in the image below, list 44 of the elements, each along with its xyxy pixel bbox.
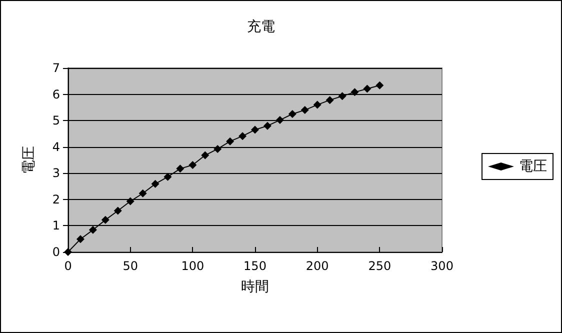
x-tick-label: 150: [244, 259, 266, 273]
point: [76, 235, 84, 244]
y-tick-label: 6: [52, 87, 60, 102]
point: [88, 226, 97, 234]
point: [263, 122, 272, 130]
point: [251, 126, 259, 134]
point: [101, 216, 110, 224]
x-tick-label: 50: [122, 259, 138, 273]
point: [300, 106, 309, 114]
point: [214, 144, 222, 153]
x-tick-label: 100: [181, 259, 204, 273]
y-tick-label: 5: [52, 114, 60, 128]
point: [363, 84, 372, 93]
point: [350, 88, 359, 96]
point: [313, 100, 322, 109]
chart-title: 充電: [247, 19, 275, 35]
legend-label: 電圧: [519, 158, 547, 174]
x-tick-label: 300: [430, 259, 454, 273]
y-tick-label: 7: [52, 61, 60, 75]
y-axis-title: 電圧: [21, 146, 37, 174]
point: [126, 197, 134, 206]
point: [164, 172, 172, 181]
point: [226, 137, 234, 146]
point: [151, 180, 160, 188]
x-tick-label: 0: [64, 259, 72, 273]
point: [338, 92, 346, 100]
point: [201, 151, 210, 160]
point: [376, 81, 384, 90]
point: [176, 164, 184, 173]
y-tick-label: 2: [52, 192, 60, 206]
point: [238, 132, 247, 140]
x-tick-label: 250: [368, 259, 392, 273]
point: [138, 189, 147, 198]
point: [288, 110, 296, 118]
x-tick-label: 200: [306, 259, 329, 273]
y-tick-label: 0: [52, 245, 60, 259]
y-tick-label: 1: [52, 218, 60, 233]
x-axis-title: 時間: [241, 279, 269, 295]
y-tick-label: 3: [52, 166, 60, 180]
point: [188, 160, 197, 169]
point: [326, 96, 334, 104]
point: [276, 116, 284, 124]
y-tick-label: 4: [52, 140, 60, 154]
point: [114, 206, 122, 215]
